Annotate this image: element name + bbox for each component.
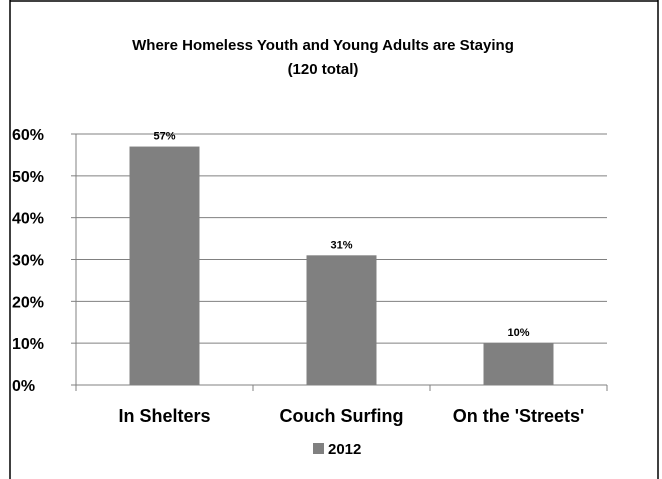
legend: 2012 xyxy=(313,441,361,458)
data-label: 57% xyxy=(153,131,175,143)
x-category-label: Couch Surfing xyxy=(280,406,404,426)
data-label: 10% xyxy=(507,327,529,339)
x-category-label: On the 'Streets' xyxy=(453,406,585,426)
bars xyxy=(129,146,554,385)
data-labels: 57% 31% 10% xyxy=(153,131,529,340)
y-tick-label: 50% xyxy=(12,169,44,186)
bar-on-the-streets xyxy=(483,343,554,385)
chart-subtitle: (120 total) xyxy=(288,61,359,78)
chart-title: Where Homeless Youth and Young Adults ar… xyxy=(132,37,514,54)
legend-swatch-2012 xyxy=(313,443,324,454)
x-axis-category-labels: In Shelters Couch Surfing On the 'Streets' xyxy=(118,406,584,426)
y-tick-label: 20% xyxy=(12,294,44,311)
y-axis-ticks: 0% 10% 20% 30% 40% 50% 60% xyxy=(12,127,76,395)
legend-label-2012: 2012 xyxy=(328,441,361,458)
y-tick-label: 10% xyxy=(12,336,44,353)
y-tick-label: 30% xyxy=(12,253,44,270)
bar-couch-surfing xyxy=(306,255,377,385)
data-label: 31% xyxy=(330,239,352,251)
y-tick-label: 60% xyxy=(12,127,44,144)
y-tick-label: 0% xyxy=(12,378,35,395)
x-category-label: In Shelters xyxy=(118,406,210,426)
bar-in-shelters xyxy=(129,146,200,385)
y-tick-label: 40% xyxy=(12,211,44,228)
x-axis-tick-marks xyxy=(75,385,608,391)
